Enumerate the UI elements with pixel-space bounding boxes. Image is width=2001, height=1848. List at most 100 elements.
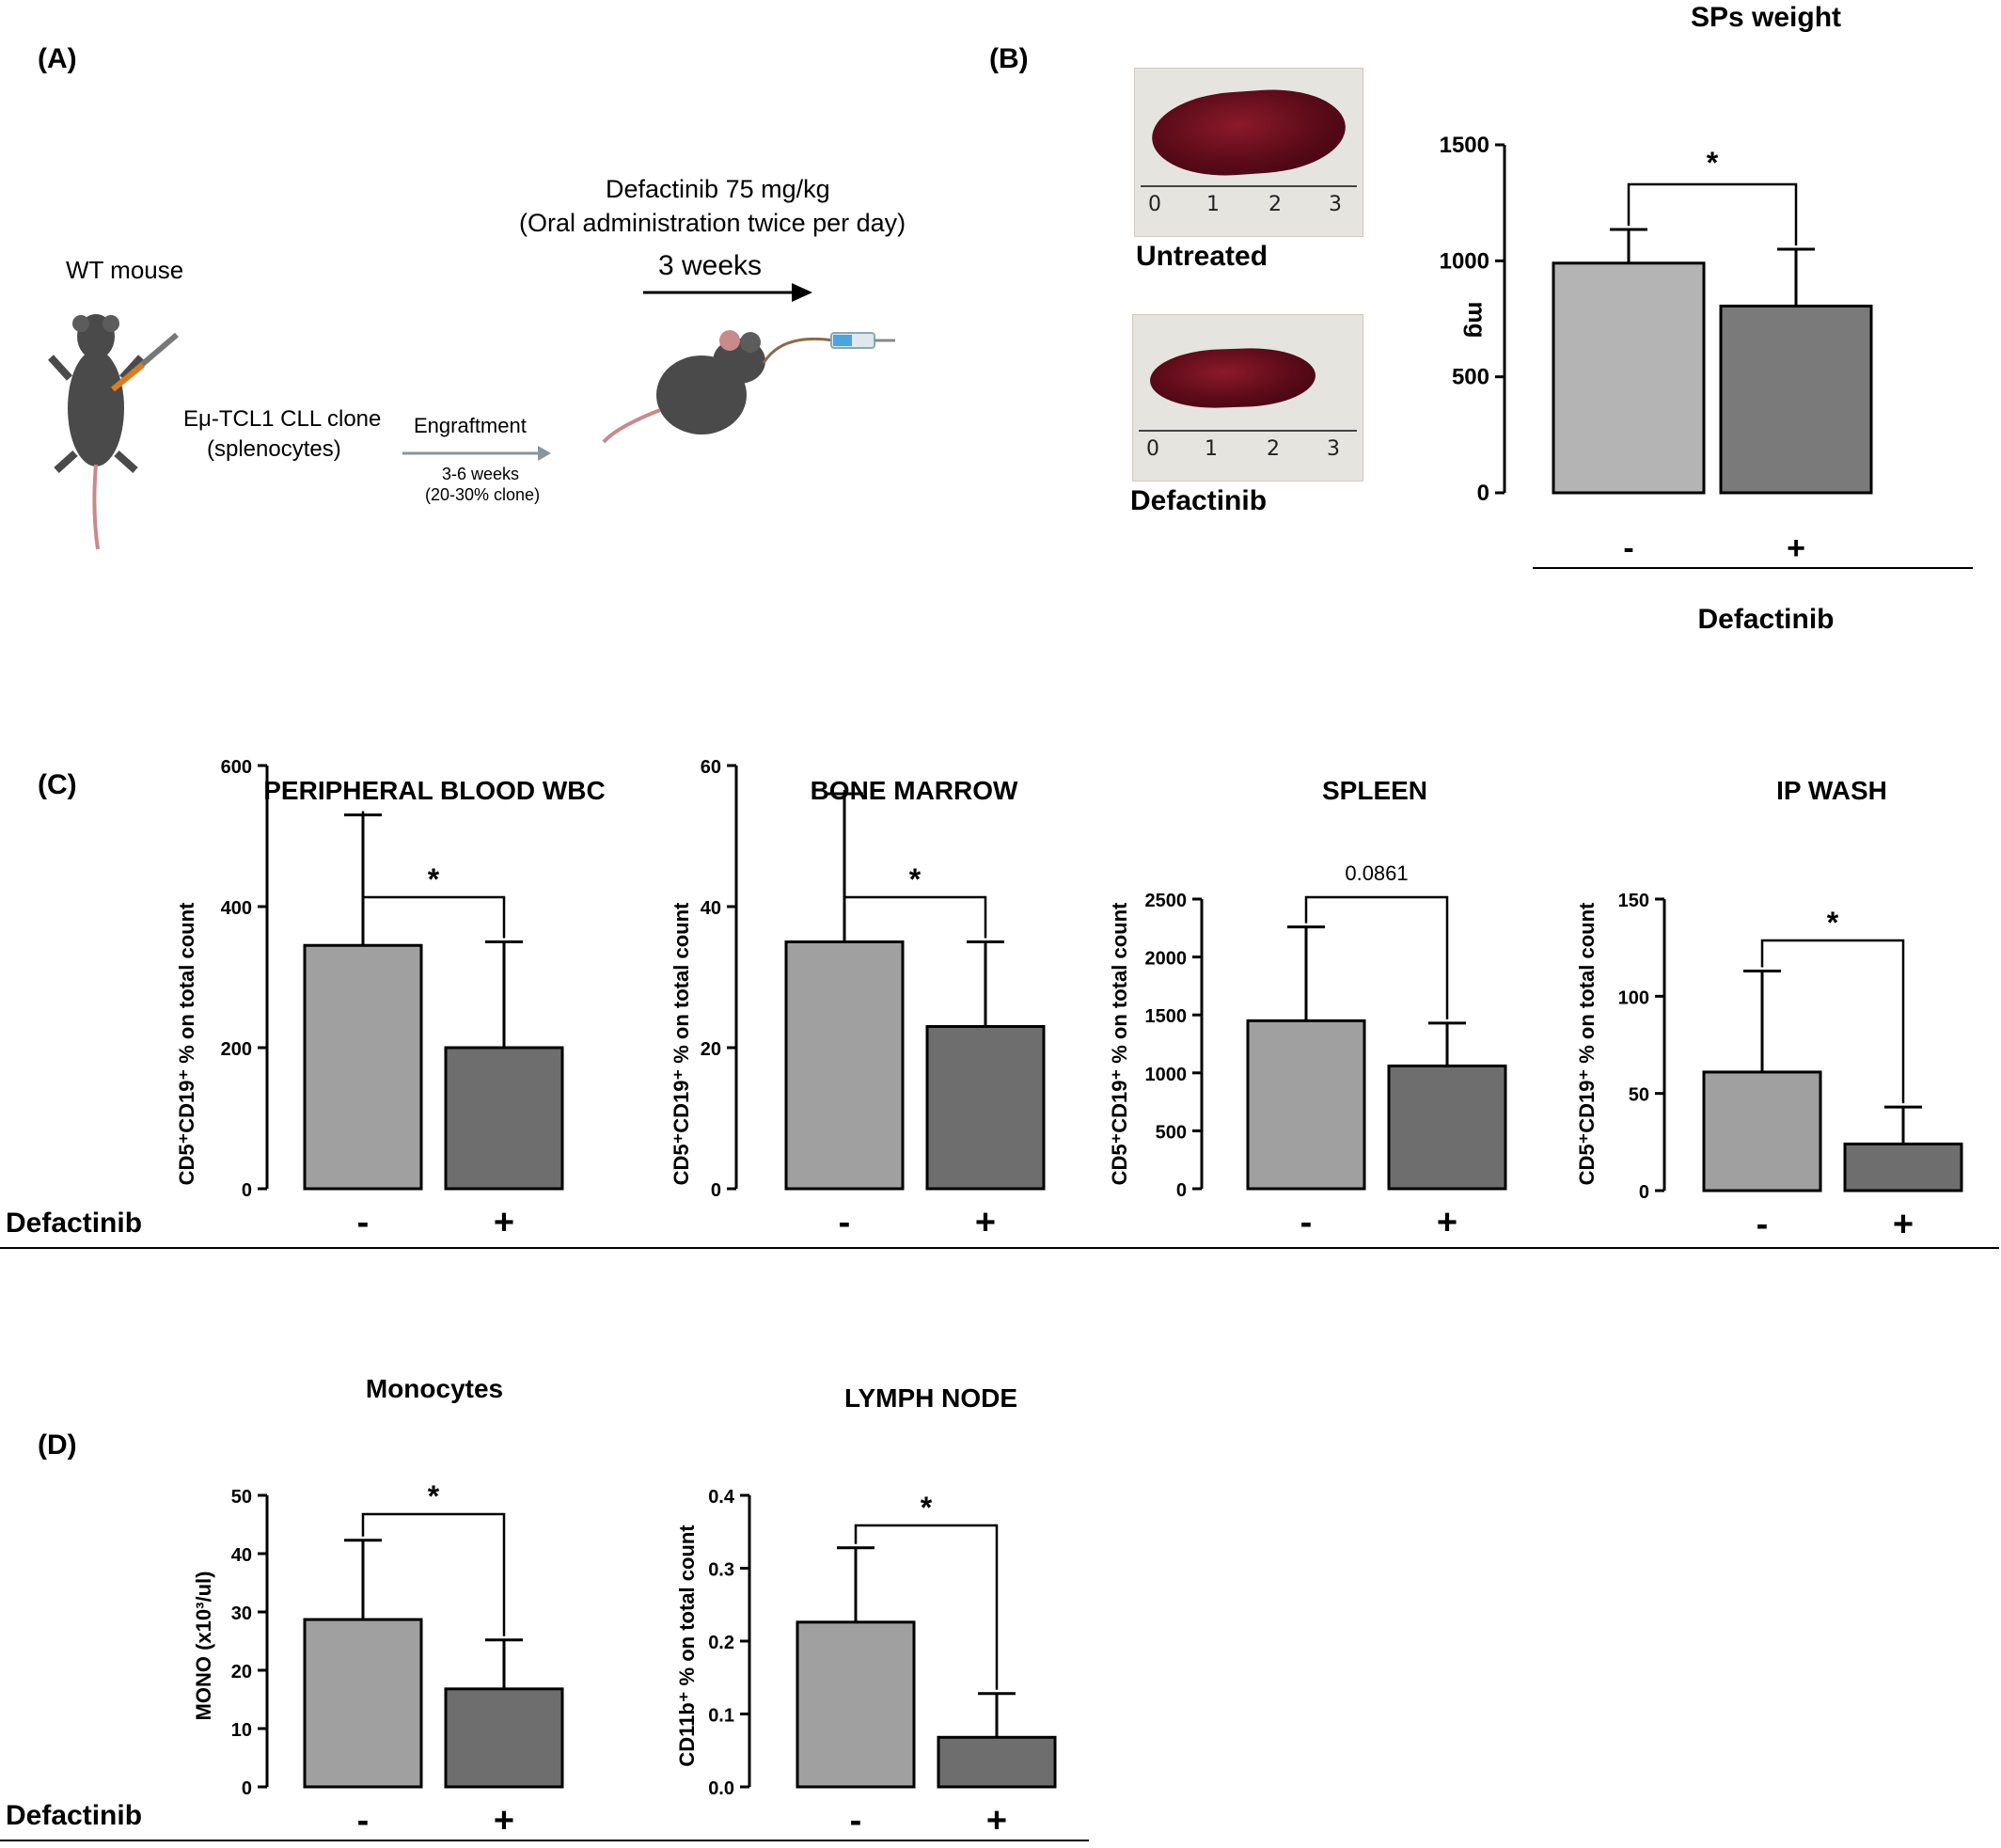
row-c-defactinib-label: Defactinib bbox=[6, 1208, 143, 1239]
y-tick-label: 600 bbox=[221, 757, 252, 778]
y-tick-label: 400 bbox=[221, 898, 252, 919]
significance-bracket bbox=[1760, 939, 1905, 1104]
category-label: + bbox=[1893, 1205, 1914, 1244]
y-tick-label: 150 bbox=[1618, 891, 1649, 911]
untreated-label: Untreated bbox=[1136, 241, 1268, 272]
y-tick-label: 50 bbox=[231, 1487, 252, 1508]
y-tick-label: 40 bbox=[701, 898, 721, 919]
y-tick-label: 500 bbox=[1452, 365, 1489, 390]
y-tick-label: 0 bbox=[242, 1180, 252, 1201]
defactinib-photo-label: Defactinib bbox=[1130, 485, 1268, 516]
y-tick-label: 500 bbox=[1156, 1122, 1187, 1143]
chart-title: LYMPH NODE bbox=[844, 1383, 1017, 1413]
ruler-mark: 0 bbox=[1146, 437, 1159, 461]
clone-label-line2: (splenocytes) bbox=[207, 436, 341, 462]
y-tick-label: 2000 bbox=[1145, 949, 1188, 970]
row-d-defactinib-label: Defactinib bbox=[6, 1800, 143, 1831]
significance-bracket bbox=[854, 1524, 999, 1690]
ruler-mark: 1 bbox=[1205, 437, 1218, 461]
significance-bracket bbox=[361, 1512, 506, 1636]
chart-title: SPLEEN bbox=[1322, 776, 1427, 805]
category-label: - bbox=[1623, 530, 1633, 566]
bar-untreated bbox=[1702, 1070, 1822, 1193]
engraftment-label: Engraftment bbox=[414, 414, 527, 437]
mouse-sitting-icon bbox=[602, 330, 895, 444]
y-tick-label: 10 bbox=[231, 1720, 252, 1741]
ruler-mark: 0 bbox=[1148, 193, 1161, 216]
significance-bracket bbox=[361, 811, 506, 939]
y-axis-label: MONO (x10³/ul) bbox=[192, 1572, 215, 1721]
bar-untreated bbox=[303, 943, 423, 1191]
weeks-label-line2: (20-30% clone) bbox=[425, 485, 541, 504]
chart-title: SPs weight bbox=[1691, 2, 1841, 33]
category-label: + bbox=[494, 1801, 514, 1840]
y-tick-label: 60 bbox=[701, 757, 721, 778]
defactinib-ruler: 0 1 2 3 bbox=[1139, 430, 1357, 467]
category-label: - bbox=[357, 1203, 370, 1242]
bar-defactinib bbox=[937, 1735, 1057, 1789]
significance-label: 0.0861 bbox=[1345, 861, 1408, 885]
drug-label-line1: Defactinib 75 mg/kg bbox=[606, 175, 830, 203]
category-label: + bbox=[494, 1203, 514, 1242]
significance-label: * bbox=[909, 862, 922, 896]
significance-label: * bbox=[1827, 906, 1839, 940]
x-axis-label: Defactinib bbox=[1697, 604, 1834, 635]
y-tick-label: 2500 bbox=[1145, 891, 1188, 911]
category-label: + bbox=[1787, 530, 1805, 566]
wt-mouse-label: WT mouse bbox=[66, 256, 184, 284]
significance-bracket bbox=[843, 790, 987, 939]
clone-label-line1: Eμ-TCL1 CLL clone bbox=[183, 406, 382, 432]
y-tick-label: 1500 bbox=[1145, 1006, 1188, 1027]
y-tick-label: 0 bbox=[1639, 1182, 1649, 1203]
significance-label: * bbox=[428, 1479, 440, 1513]
y-tick-label: 0.2 bbox=[708, 1633, 734, 1653]
significance-label: * bbox=[428, 862, 440, 896]
category-label: - bbox=[839, 1203, 851, 1242]
y-axis-label: CD5⁺CD19⁺ % on total count bbox=[1108, 902, 1131, 1185]
mouse-supine-icon bbox=[48, 314, 179, 550]
significance-bracket bbox=[1304, 895, 1449, 1019]
chart-title: IP WASH bbox=[1776, 776, 1887, 805]
y-tick-label: 0.4 bbox=[708, 1487, 735, 1508]
y-tick-label: 0 bbox=[1477, 481, 1489, 506]
y-tick-label: 1500 bbox=[1440, 133, 1489, 158]
treatment-arrow-icon bbox=[643, 283, 812, 302]
ruler-mark: 2 bbox=[1267, 437, 1280, 461]
y-tick-label: 40 bbox=[231, 1545, 252, 1566]
y-tick-label: 0.1 bbox=[708, 1706, 734, 1727]
significance-label: * bbox=[921, 1491, 933, 1524]
panel-label-c: (C) bbox=[38, 769, 77, 800]
ruler-mark: 3 bbox=[1327, 437, 1340, 461]
panel-label-b: (B) bbox=[989, 43, 1029, 74]
y-tick-label: 0 bbox=[711, 1180, 721, 1201]
y-tick-label: 20 bbox=[701, 1039, 721, 1060]
y-tick-label: 0 bbox=[242, 1778, 252, 1799]
y-tick-label: 1000 bbox=[1145, 1065, 1188, 1085]
category-label: - bbox=[1757, 1205, 1769, 1244]
panel-label-d: (D) bbox=[38, 1429, 77, 1461]
significance-label: * bbox=[1707, 146, 1719, 180]
untreated-ruler: 0 1 2 3 bbox=[1141, 185, 1357, 223]
y-tick-label: 0.3 bbox=[708, 1560, 734, 1581]
ruler-mark: 3 bbox=[1329, 193, 1342, 216]
chart-title: PERIPHERAL BLOOD WBC bbox=[263, 776, 606, 805]
panel-label-a: (A) bbox=[38, 43, 77, 74]
significance-bracket bbox=[1627, 182, 1798, 245]
category-label: + bbox=[1437, 1203, 1457, 1242]
y-tick-label: 0.0 bbox=[708, 1778, 734, 1799]
category-label: + bbox=[975, 1203, 996, 1242]
category-label: - bbox=[1300, 1203, 1313, 1242]
y-axis-label: CD5⁺CD19⁺ % on total count bbox=[1575, 902, 1599, 1185]
bar-untreated bbox=[796, 1620, 916, 1789]
weeks-label-line1: 3-6 weeks bbox=[442, 465, 520, 483]
y-tick-label: 0 bbox=[1176, 1180, 1187, 1201]
y-axis-label: CD11b⁺ % on total count bbox=[675, 1524, 699, 1767]
ruler-mark: 1 bbox=[1206, 193, 1220, 216]
